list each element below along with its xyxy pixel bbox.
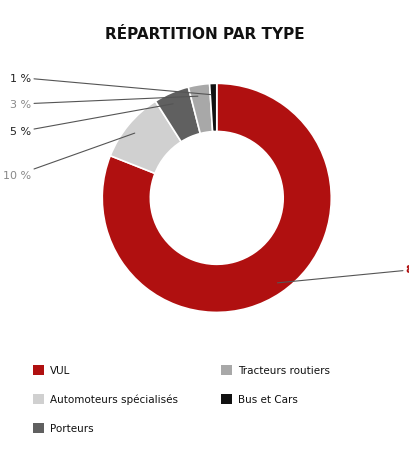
Wedge shape: [188, 84, 213, 134]
Text: Automoteurs spécialisés: Automoteurs spécialisés: [50, 394, 178, 405]
Wedge shape: [209, 84, 217, 132]
Text: RÉPARTITION PAR TYPE: RÉPARTITION PAR TYPE: [105, 27, 304, 42]
Text: Bus et Cars: Bus et Cars: [238, 394, 298, 404]
Text: 5 %: 5 %: [10, 105, 173, 137]
Text: 1 %: 1 %: [10, 74, 211, 96]
Text: VUL: VUL: [50, 365, 71, 375]
Text: 81 %: 81 %: [277, 264, 409, 283]
Wedge shape: [155, 88, 200, 143]
Text: Porteurs: Porteurs: [50, 423, 94, 433]
Wedge shape: [110, 102, 181, 174]
Wedge shape: [102, 84, 331, 313]
Text: 3 %: 3 %: [10, 97, 198, 110]
Text: Tracteurs routiers: Tracteurs routiers: [238, 365, 330, 375]
Text: 10 %: 10 %: [3, 134, 135, 180]
